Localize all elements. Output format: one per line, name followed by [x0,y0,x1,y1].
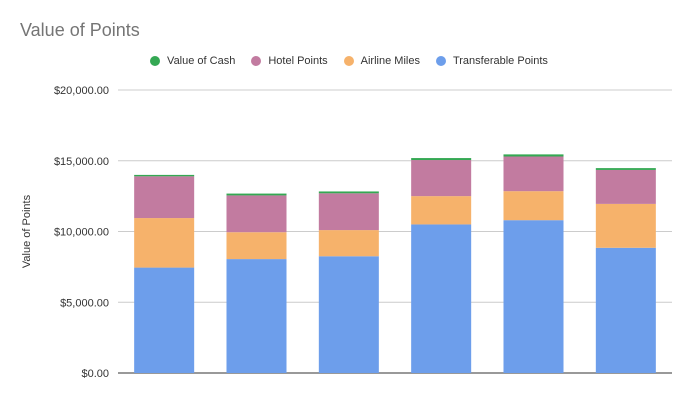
bar-value-of-cash-6 [595,168,656,170]
y-tick-label: $15,000.00 [54,156,109,168]
bar-airline-miles-1 [134,218,195,268]
legend-item-transferable-points: Transferable Points [435,55,548,67]
y-axis-label: Value of Points [21,194,33,268]
bar-value-of-cash-5 [503,154,564,157]
bar-hotel-points-5 [503,156,564,192]
bar-value-of-cash-4 [411,158,472,161]
chart-legend: Value of Cash Hotel Points Airline Miles… [0,55,698,67]
bar-transferable-points-5 [503,220,564,373]
bar-hotel-points-1 [134,176,195,219]
legend-swatch [251,56,262,66]
bar-hotel-points-3 [318,193,379,231]
bar-transferable-points-1 [134,267,195,373]
bar-value-of-cash-1 [134,174,195,177]
y-tick-label: $10,000.00 [54,227,109,239]
bar-value-of-cash-3 [318,191,379,194]
bar-hotel-points-2 [226,195,287,233]
bar-airline-miles-3 [318,230,379,257]
bar-airline-miles-4 [411,196,472,225]
legend-label: Transferable Points [452,55,548,67]
bar-transferable-points-6 [595,247,656,373]
legend-label: Value of Cash [167,55,236,67]
legend-label: Hotel Points [268,55,328,67]
legend-swatch [343,56,354,66]
legend-item-airline-miles: Airline Miles [343,55,420,67]
bar-transferable-points-4 [411,224,472,373]
legend-item-hotel-points: Hotel Points [251,55,328,67]
bar-transferable-points-2 [226,259,287,373]
bar-value-of-cash-2 [226,193,287,196]
bar-airline-miles-6 [595,203,656,248]
bar-airline-miles-5 [503,191,564,221]
bar-hotel-points-4 [411,160,472,197]
bar-transferable-points-3 [318,256,379,373]
bar-airline-miles-2 [226,232,287,260]
y-tick-label: $5,000.00 [60,297,109,309]
y-tick-label: $0.00 [81,368,109,380]
y-tick-label: $20,000.00 [54,85,109,97]
legend-item-value-of-cash: Value of Cash [150,55,235,67]
legend-swatch [150,56,161,66]
chart-title: Value of Points [20,20,140,40]
legend-label: Airline Miles [360,55,420,67]
legend-swatch [435,56,446,66]
bar-hotel-points-6 [595,169,656,204]
